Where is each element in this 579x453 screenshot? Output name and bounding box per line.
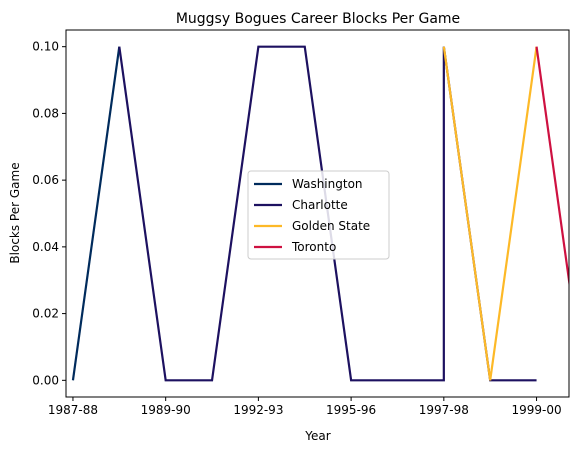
x-axis: 1987-88 1989-90 1992-93 1995-96 1997-98 1999-…	[48, 397, 562, 417]
x-tick-label: 1995-96	[326, 403, 376, 417]
x-tick-label: 1997-98	[419, 403, 469, 417]
y-tick-label: 0.02	[32, 307, 59, 321]
legend-label: Washington	[292, 177, 363, 191]
y-axis-label: Blocks Per Game	[8, 162, 22, 263]
series-line-golden-state	[442, 46, 538, 381]
x-tick-label: 1989-90	[141, 403, 191, 417]
y-tick-label: 0.00	[32, 373, 59, 387]
series-line-toronto	[535, 46, 569, 289]
plot-frame	[65, 29, 570, 398]
y-tick-label: 0.04	[32, 240, 59, 254]
series-line-washington	[71, 46, 121, 381]
y-tick-label: 0.06	[32, 173, 59, 187]
y-tick-label: 0.10	[32, 40, 59, 54]
chart-title: Muggsy Bogues Career Blocks Per Game	[176, 11, 460, 27]
y-axis: 0.00 0.02 0.04 0.06 0.08 0.10	[32, 40, 66, 387]
legend-box	[247, 170, 390, 260]
x-tick-label: 1999-00	[511, 403, 561, 417]
x-tick-label: 1992-93	[233, 403, 283, 417]
legend-label: Charlotte	[292, 198, 348, 212]
x-axis-label: Year	[304, 429, 330, 443]
y-tick-label: 0.08	[32, 106, 59, 120]
x-tick-label: 1987-88	[48, 403, 98, 417]
legend-label: Golden State	[292, 219, 370, 233]
plot-area	[71, 45, 569, 382]
legend: Washington Charlotte Golden State Toronto	[247, 170, 390, 260]
legend-label: Toronto	[291, 240, 336, 254]
